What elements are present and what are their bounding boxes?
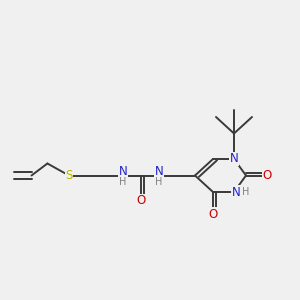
Text: O: O xyxy=(262,169,272,182)
Text: N: N xyxy=(232,185,241,199)
Text: S: S xyxy=(65,169,73,182)
Text: H: H xyxy=(119,177,127,187)
Text: N: N xyxy=(118,165,127,178)
Text: H: H xyxy=(155,177,163,187)
Text: O: O xyxy=(208,208,217,221)
Text: N: N xyxy=(230,152,238,166)
Text: H: H xyxy=(242,187,250,197)
Text: O: O xyxy=(136,194,146,208)
Text: N: N xyxy=(154,165,164,178)
